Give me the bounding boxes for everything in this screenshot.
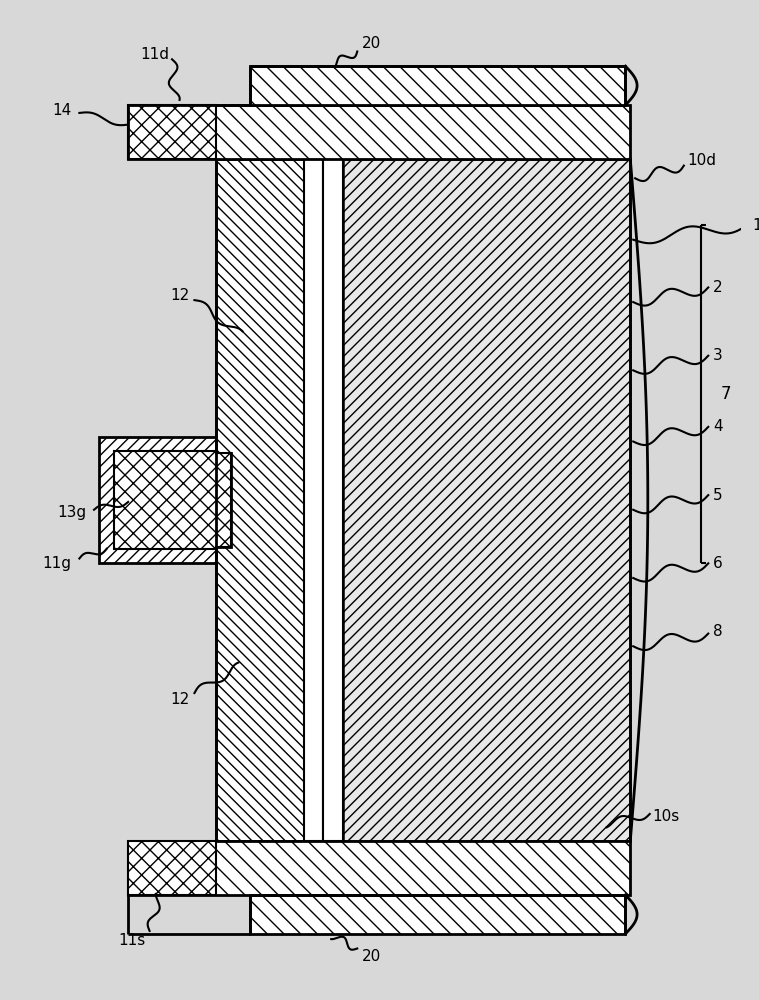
Text: 6: 6 bbox=[713, 556, 723, 571]
Bar bbox=[128, 105, 630, 159]
Bar bbox=[304, 159, 323, 841]
Bar bbox=[342, 159, 630, 841]
Text: 20: 20 bbox=[362, 36, 382, 51]
Polygon shape bbox=[99, 437, 231, 563]
Text: 1: 1 bbox=[752, 218, 759, 233]
Text: 5: 5 bbox=[713, 488, 723, 503]
Polygon shape bbox=[114, 451, 231, 549]
Text: 20: 20 bbox=[362, 949, 382, 964]
Text: 13g: 13g bbox=[57, 505, 87, 520]
Bar bbox=[323, 159, 342, 841]
Bar bbox=[250, 66, 625, 105]
Bar bbox=[128, 841, 630, 895]
Text: 8: 8 bbox=[713, 624, 723, 639]
Bar bbox=[216, 159, 304, 841]
Text: 14: 14 bbox=[52, 103, 71, 118]
Bar bbox=[250, 895, 625, 934]
Text: 7: 7 bbox=[721, 385, 732, 403]
Text: 11g: 11g bbox=[43, 556, 71, 571]
Text: 10d: 10d bbox=[688, 153, 716, 168]
Text: 10s: 10s bbox=[653, 809, 680, 824]
Text: 3: 3 bbox=[713, 348, 723, 363]
Text: 12: 12 bbox=[170, 288, 190, 303]
Bar bbox=[128, 105, 216, 159]
Text: 2: 2 bbox=[713, 280, 723, 295]
Text: 11s: 11s bbox=[118, 933, 146, 948]
Text: 12: 12 bbox=[170, 692, 190, 707]
Text: 4: 4 bbox=[713, 419, 723, 434]
Bar bbox=[128, 841, 216, 895]
Text: 11d: 11d bbox=[140, 47, 169, 62]
